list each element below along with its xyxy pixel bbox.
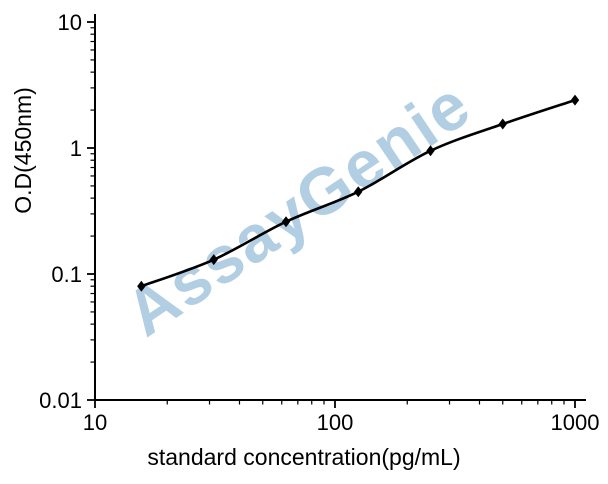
data-point-marker (498, 118, 507, 130)
y-tick-label: 10 (58, 10, 82, 35)
data-point-marker (354, 186, 363, 198)
y-tick-label: 0.01 (39, 388, 82, 413)
x-tick-label: 10 (83, 410, 107, 435)
data-point-marker (570, 94, 580, 106)
y-tick-label: 1 (70, 136, 82, 161)
y-tick-label: 0.1 (51, 262, 82, 287)
data-point-marker (281, 216, 291, 228)
data-point-marker (137, 280, 146, 292)
x-tick-label: 100 (317, 410, 354, 435)
data-point-marker (209, 254, 218, 266)
x-tick-label: 1000 (551, 410, 600, 435)
data-point-marker (426, 145, 435, 157)
